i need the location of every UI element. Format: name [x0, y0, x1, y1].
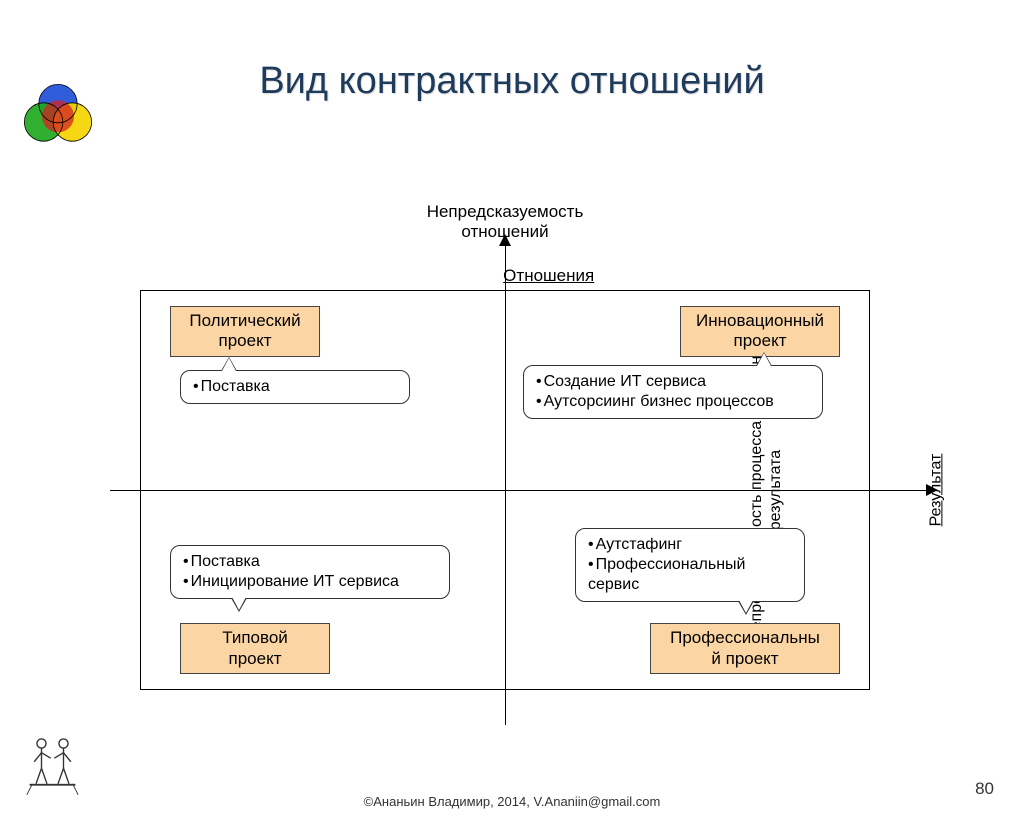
callout-tail-icon [756, 352, 772, 366]
tag-political-l1: Политический [189, 311, 300, 330]
tag-typical: Типовой проект [180, 623, 330, 674]
y-axis-label-2: отношений [461, 222, 548, 241]
bullet-bl-1: Инициирование ИТ сервиса [183, 572, 437, 592]
venn-logo-icon [18, 78, 98, 158]
tag-professional-l1: Профессиональны [670, 628, 820, 647]
callout-typical: Поставка Инициирование ИТ сервиса [170, 545, 450, 599]
bullet-br-1: Профессиональный сервис [588, 555, 792, 595]
callout-tail-icon [221, 357, 237, 371]
quadrant-diagram: Непредсказуемость отношений Отношения Не… [140, 290, 870, 690]
tag-professional: Профессиональны й проект [650, 623, 840, 674]
bullet-tr-1: Аутсорсиинг бизнес процессов [536, 392, 810, 412]
tag-professional-l2: й проект [711, 649, 778, 668]
bullet-tr-0: Создание ИТ сервиса [536, 372, 810, 392]
tag-typical-l1: Типовой [222, 628, 288, 647]
callout-tail-icon [231, 598, 247, 612]
people-icon [25, 727, 80, 797]
tag-political-l2: проект [219, 331, 272, 350]
y-axis-label: Непредсказуемость отношений [385, 202, 625, 243]
quadrant-top-left: Политический проект Поставка [140, 290, 505, 490]
tag-innovation: Инновационный проект [680, 306, 840, 357]
callout-professional: Аутстафинг Профессиональный сервис [575, 528, 805, 602]
callout-political: Поставка [180, 370, 410, 404]
page-number: 80 [975, 779, 994, 799]
y-axis-label-1: Непредсказуемость [427, 202, 584, 221]
y-axis-sublabel: Отношения [503, 266, 594, 286]
bullet-bl-0: Поставка [183, 552, 437, 572]
page-title: Вид контрактных отношений [0, 60, 1024, 103]
callout-innovation: Создание ИТ сервиса Аутсорсиинг бизнес п… [523, 365, 823, 419]
callout-tail-icon [738, 601, 754, 615]
quadrant-bottom-right: Аутстафинг Профессиональный сервис Профе… [505, 490, 870, 690]
quadrant-bottom-left: Поставка Инициирование ИТ сервиса Типово… [140, 490, 505, 690]
tag-innovation-l1: Инновационный [696, 311, 824, 330]
tag-innovation-l2: проект [734, 331, 787, 350]
bullet-tl-0: Поставка [193, 377, 397, 397]
tag-typical-l2: проект [229, 649, 282, 668]
quadrant-top-right: Инновационный проект Создание ИТ сервиса… [505, 290, 870, 490]
x-axis-sublabel: Результат [928, 454, 946, 527]
tag-political: Политический проект [170, 306, 320, 357]
bullet-br-0: Аутстафинг [588, 535, 792, 555]
footer-copyright: ©Ананьин Владимир, 2014, V.Ananiin@gmail… [0, 794, 1024, 809]
